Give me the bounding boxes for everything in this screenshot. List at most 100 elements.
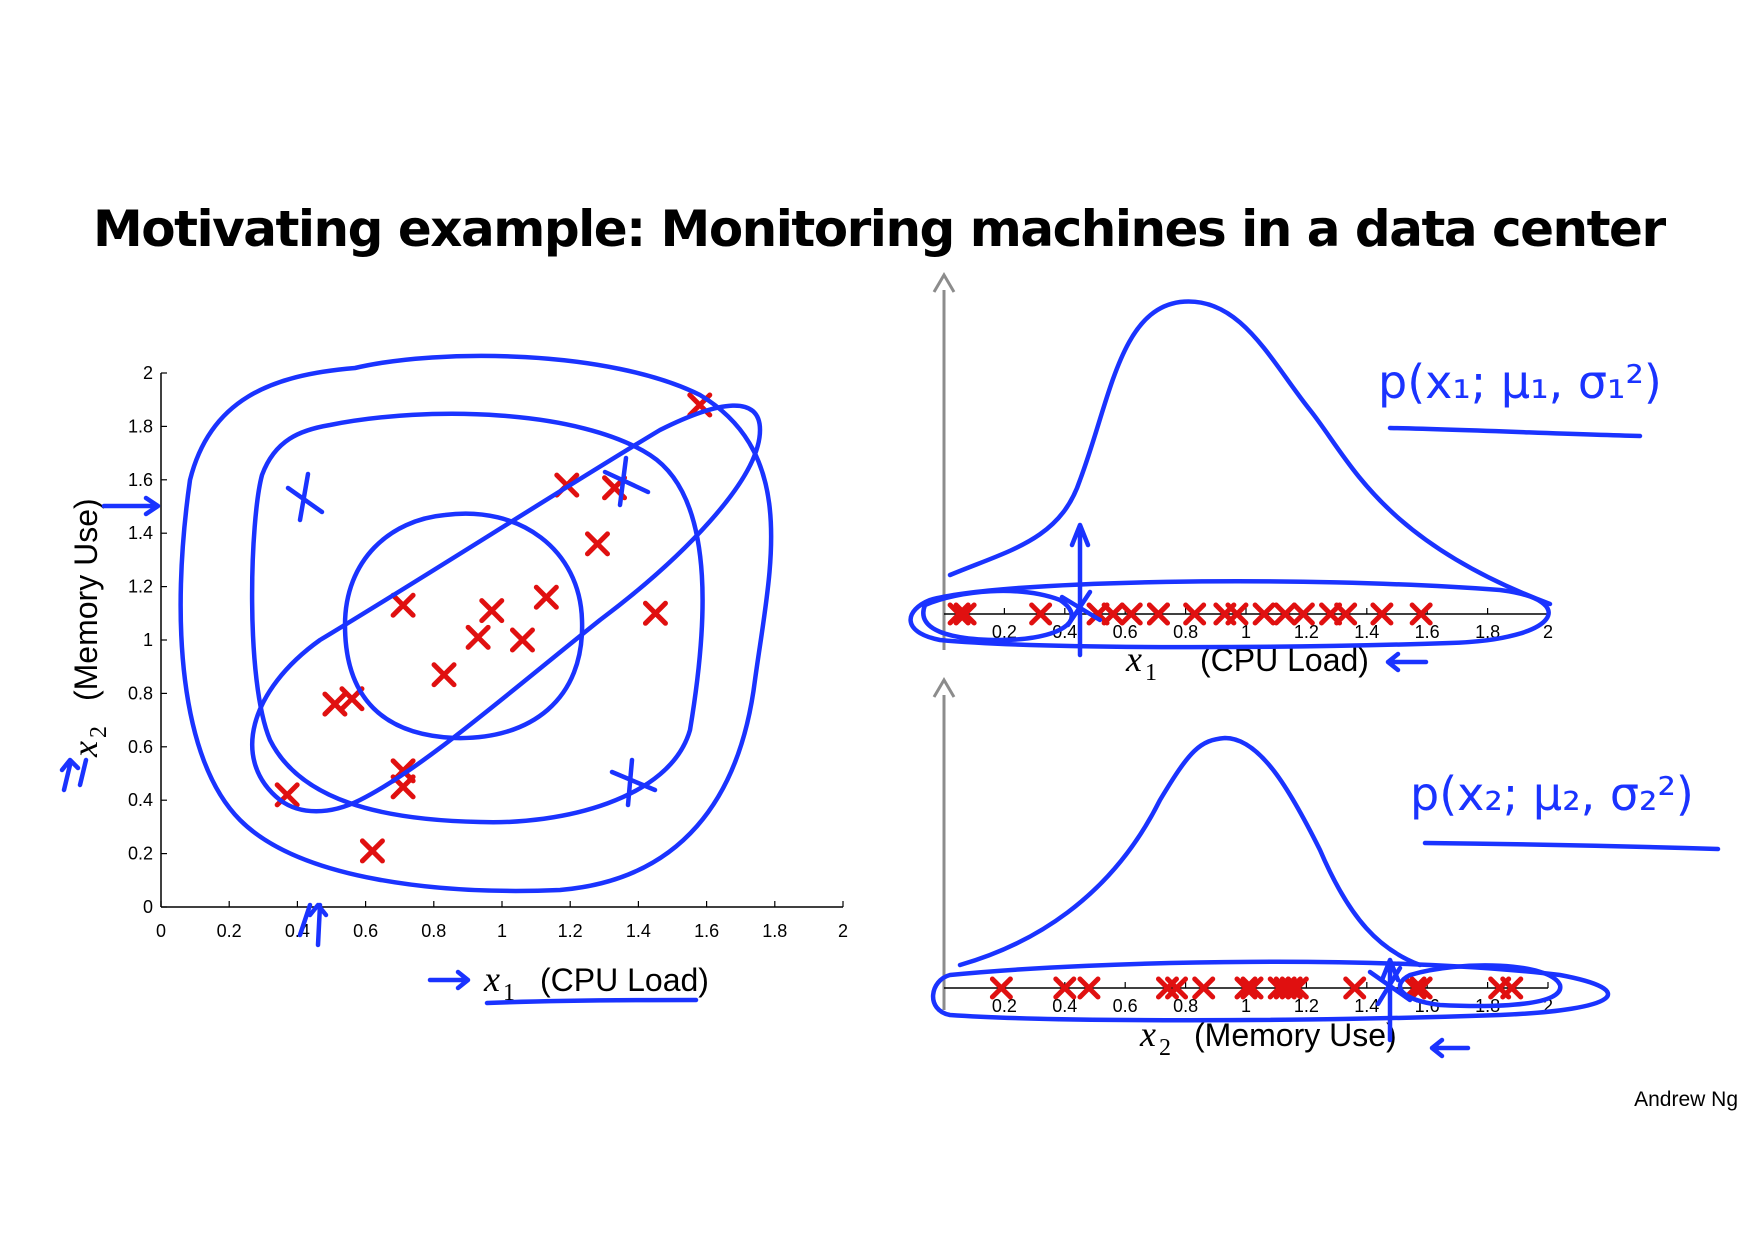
data-point-marker	[359, 838, 385, 864]
p-x1-formula: p(x₁; μ₁, σ₁²)	[1378, 355, 1662, 409]
data-point-marker	[642, 600, 668, 626]
x-tick-label: 1.2	[1294, 622, 1319, 642]
p-x1-underline	[1387, 425, 1643, 439]
x-tick-label: 1.2	[558, 921, 583, 941]
data-point-marker	[953, 602, 977, 626]
data-point-marker	[1101, 602, 1125, 626]
x-tick-label: 2	[838, 921, 848, 941]
x2-axis-title-right: (Memory Use)	[1194, 1017, 1397, 1053]
data-point-marker	[989, 976, 1013, 1000]
x1-symbol: x	[483, 959, 500, 999]
data-point-marker	[1183, 602, 1207, 626]
annotation-x-mark-1	[285, 471, 325, 523]
x-axis-title: (CPU Load)	[540, 962, 709, 998]
data-point-marker	[1165, 976, 1189, 1000]
data-point-marker	[1029, 602, 1053, 626]
middle-contour-loop	[249, 411, 705, 825]
x-tick-label: 1.8	[762, 921, 787, 941]
scatter-y-axis-label: x 2 (Memory Use)	[65, 498, 112, 758]
x-tick-label: 0.2	[992, 622, 1017, 642]
data-point-marker	[479, 598, 505, 624]
y-axis-side-arrows	[59, 757, 89, 793]
x2-symbol-right: x	[1139, 1014, 1156, 1054]
x-tick-label: 1.2	[1294, 996, 1319, 1016]
x-tick-label: 1.6	[694, 921, 719, 941]
x2-points	[989, 976, 1524, 1000]
x-tick-label: 1.6	[1415, 622, 1440, 642]
y-tick-label: 1.8	[128, 416, 153, 436]
scatter-x-axis-label: x 1 (CPU Load)	[483, 959, 709, 1006]
data-point-marker	[1234, 976, 1258, 1000]
data-point-marker	[1334, 602, 1358, 626]
data-point-marker	[390, 592, 416, 618]
x1-subscript: 1	[503, 980, 515, 1006]
data-point-marker	[1370, 602, 1394, 626]
x-tick-label: 0.8	[1173, 622, 1198, 642]
data-point-marker	[533, 584, 559, 610]
data-point-marker	[1409, 602, 1433, 626]
x-tick-label: 0.6	[1113, 996, 1138, 1016]
x-tick-label: 1.4	[1354, 996, 1379, 1016]
data-point-marker	[509, 627, 535, 653]
data-point-marker	[1403, 976, 1427, 1000]
data-point-marker	[1252, 602, 1276, 626]
data-point-marker	[1343, 976, 1367, 1000]
x1-data-loop	[908, 579, 1551, 650]
y-tick-label: 2	[143, 363, 153, 383]
data-point-marker	[1240, 976, 1264, 1000]
x-tick-label: 0.6	[1113, 622, 1138, 642]
x1-points	[947, 602, 1433, 626]
x1-subscript-right: 1	[1145, 660, 1157, 686]
data-point-marker	[1279, 976, 1303, 1000]
x1-mean-arrow	[1069, 522, 1091, 658]
data-point-marker	[1409, 976, 1433, 1000]
data-point-marker	[1077, 976, 1101, 1000]
x-tick-label: 0.4	[1052, 996, 1077, 1016]
x-tick-label: 0.2	[992, 996, 1017, 1016]
scatter-plot-axes: 0 0.2 0.4 0.6 0.8 1 1.2 1.4 1.6 1.8 2 0 0.2 0.4 0.6 0.8…	[128, 363, 848, 941]
x-tick-label: 0.6	[353, 921, 378, 941]
x2-label-arrow-right	[1429, 1037, 1471, 1059]
density-plot-x1: 0.2 0.4 0.6 0.8 1 1.2 1.4 1.6 1.8 2 x 1 (CPU Load…	[932, 272, 1553, 686]
x-tick-label: 0	[156, 921, 166, 941]
inner-contour-loop	[342, 511, 585, 741]
x-tick-label: 0.8	[421, 921, 446, 941]
x-axis-bottom-arrows	[297, 902, 329, 948]
x1-label-arrow	[427, 969, 471, 991]
annotation-x-mark-2	[602, 455, 651, 508]
y-tick-label: 0.4	[128, 790, 153, 810]
data-point-marker	[1500, 976, 1524, 1000]
y-tick-label: 1.6	[128, 470, 153, 490]
y-axis-pointer-arrow	[101, 495, 161, 517]
y-tick-label: 0	[143, 897, 153, 917]
slide-title: Motivating example: Monitoring machines …	[93, 200, 1666, 258]
x-tick-label: 1.4	[1354, 622, 1379, 642]
x2-subscript-right: 2	[1159, 1035, 1171, 1061]
p-x2-underline	[1422, 840, 1721, 852]
x-tick-label: 0.8	[1173, 996, 1198, 1016]
outer-contour-loop	[178, 353, 774, 894]
p-x2-formula: p(x₂; μ₂, σ₂²)	[1410, 767, 1694, 821]
density-plot-x2: 0.2 0.4 0.6 0.8 1 1.2 1.4 1.6 1.8 2 x 2 (Memory U…	[932, 677, 1553, 1061]
author-credit: Andrew Ng	[1634, 1088, 1738, 1111]
y-tick-label: 0.8	[128, 683, 153, 703]
up-arrow-icon	[932, 272, 956, 293]
data-point-marker	[947, 602, 971, 626]
x1-label-underline	[484, 997, 699, 1006]
y-tick-label: 1.4	[128, 523, 153, 543]
x-tick-label: 1.4	[626, 921, 651, 941]
x2-subscript: 2	[86, 726, 112, 738]
x1-gaussian-curve	[947, 299, 1553, 607]
data-point-marker	[1053, 976, 1077, 1000]
x-tick-label: 0.2	[217, 921, 242, 941]
y-tick-label: 0.2	[128, 844, 153, 864]
y-tick-label: 1	[143, 630, 153, 650]
x-tick-label: 2	[1543, 622, 1553, 642]
x2-gaussian-curve	[957, 735, 1423, 968]
x1-label-arrow-right	[1385, 651, 1429, 673]
data-point-marker	[1119, 602, 1143, 626]
annotation-x-mark-3	[609, 757, 658, 808]
scatter-ticks: 0 0.2 0.4 0.6 0.8 1 1.2 1.4 1.6 1.8 2 0 0.2 0.4 0.6 0.8…	[128, 363, 848, 941]
x2-symbol: x	[65, 741, 105, 758]
